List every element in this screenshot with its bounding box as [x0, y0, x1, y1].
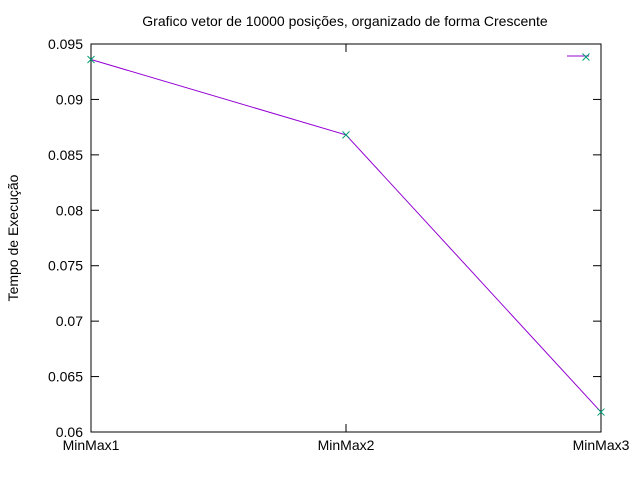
- y-tick-label: 0.09: [56, 91, 83, 107]
- y-tick-label: 0.07: [56, 313, 83, 329]
- y-tick-label: 0.06: [56, 424, 83, 440]
- data-point-marker: [342, 131, 350, 139]
- y-tick-label: 0.085: [48, 147, 83, 163]
- x-tick-label: MinMax1: [63, 437, 120, 453]
- x-axis: MinMax1 MinMax2 MinMax3: [63, 44, 630, 453]
- legend-marker-sample: [582, 53, 590, 61]
- data-point-marker: [87, 55, 95, 64]
- series-group: [87, 55, 605, 416]
- x-tick-label: MinMax2: [318, 437, 375, 453]
- y-tick-label: 0.065: [48, 369, 83, 385]
- series-line: [90, 59, 602, 413]
- y-tick-label: 0.08: [56, 202, 83, 218]
- y-axis: 0.06 0.065 0.07 0.075 0.08 0.085 0.09 0.095: [48, 36, 601, 440]
- y-tick-label: 0.095: [48, 36, 83, 52]
- chart-title: Grafico vetor de 10000 posições, organiz…: [142, 13, 548, 29]
- data-point-marker: [597, 408, 605, 416]
- y-axis-label: Tempo de Execução: [5, 174, 21, 301]
- y-tick-label: 0.075: [48, 258, 83, 274]
- legend: [567, 53, 590, 61]
- plot-frame: [90, 43, 602, 433]
- x-tick-label: MinMax3: [573, 437, 630, 453]
